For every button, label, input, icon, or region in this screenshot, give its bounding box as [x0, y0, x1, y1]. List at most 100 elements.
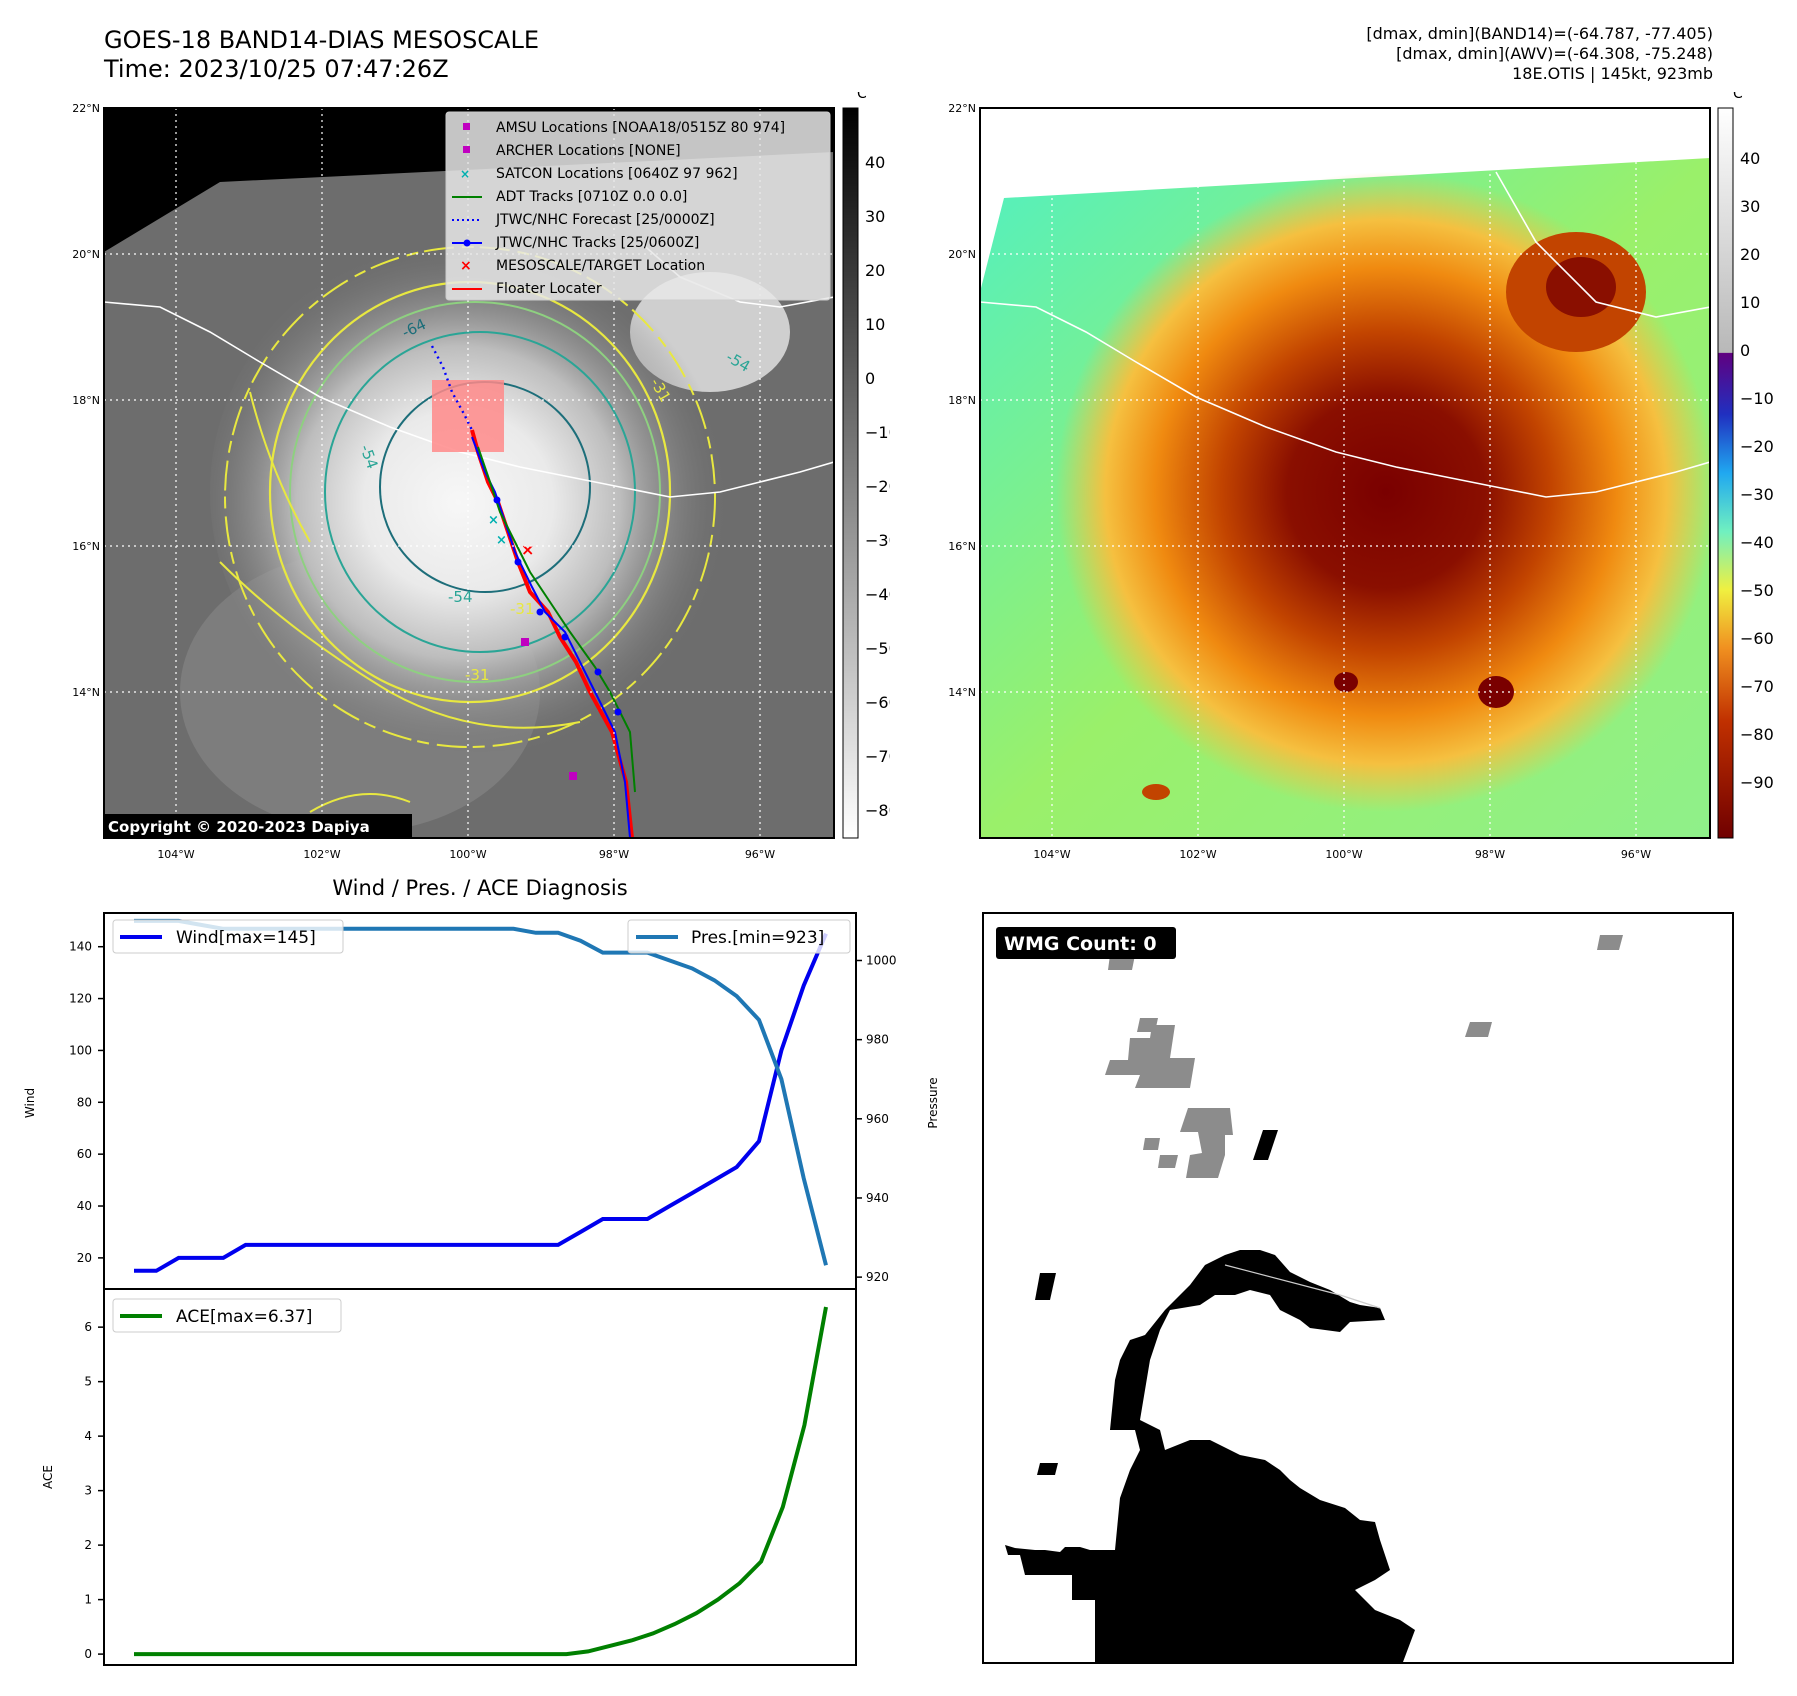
ir-legend: AMSU Locations [NOAA18/0515Z 80 974] ARC… — [452, 120, 785, 297]
legend-adt: ADT Tracks [0710Z 0.0 0.0] — [496, 189, 687, 205]
awv-cbar-m30: −30 — [1740, 485, 1774, 504]
pressure-tick-label: 940 — [866, 1191, 889, 1205]
svg-text:×: × — [460, 167, 470, 181]
contour-label-7: -54 — [448, 588, 473, 606]
ace-ticks: 0 1 2 3 4 5 6 — [84, 1320, 104, 1661]
wind-tick-label: 40 — [77, 1199, 92, 1213]
wind-tick-label: 140 — [69, 940, 92, 954]
awv-cbar-m10: −10 — [1740, 389, 1774, 408]
wind-tick-label: 80 — [77, 1095, 92, 1109]
awv-lon-98: 98°W — [1475, 848, 1505, 861]
pressure-tick-label: 980 — [866, 1033, 889, 1047]
ir-lon-98: 98°W — [599, 848, 629, 861]
contour-label-5: -31 — [510, 600, 535, 618]
wind-tick-label: 120 — [69, 992, 92, 1006]
awv-cbar-m20: −20 — [1740, 437, 1774, 456]
pressure-series-line — [134, 918, 828, 1266]
ir-cbar-30: 30 — [865, 207, 885, 226]
legend-mesoscale: MESOSCALE/TARGET Location — [496, 258, 705, 274]
ir-cbar-10: 10 — [865, 315, 885, 334]
ir-lat-20: 20°N — [72, 248, 100, 261]
ir-coastline — [104, 301, 834, 498]
wmg-panel: WMG Count: 0 — [982, 912, 1734, 1664]
awv-map-frame — [979, 107, 1711, 839]
awv-lat-16: 16°N — [948, 540, 976, 553]
ace-legend-label: ACE[max=6.37] — [176, 1307, 312, 1327]
ir-lat-22: 22°N — [72, 102, 100, 115]
wind-legend — [112, 919, 344, 954]
ace-tick-label: 5 — [84, 1375, 92, 1389]
amsu-marker — [521, 638, 529, 646]
ir-cbar-40: 40 — [865, 153, 885, 172]
wind-ticks: 20 40 60 80 100 120 140 — [69, 940, 104, 1265]
ir-lon-96: 96°W — [745, 848, 775, 861]
pressure-tick-label: 1000 — [866, 953, 897, 967]
ir-cbar-m30: −30 — [865, 531, 890, 550]
awv-map-panel: 22°N 20°N 18°N 16°N 14°N 104°W 102°W 100… — [948, 92, 1774, 861]
ir-lat-16: 16°N — [72, 540, 100, 553]
diagnosis-title: Wind / Pres. / ACE Diagnosis — [332, 876, 627, 900]
ir-colorbar-unit: °C — [850, 92, 867, 102]
wind-tick-label: 60 — [77, 1147, 92, 1161]
ir-legend-box — [445, 111, 831, 301]
pressure-legend-label: Pres.[min=923] — [691, 928, 824, 948]
awv-lat-18: 18°N — [948, 394, 976, 407]
title-line-1: GOES-18 BAND14-DIAS MESOSCALE — [104, 26, 540, 54]
awv-cbar-m70: −70 — [1740, 677, 1774, 696]
legend-archer: ARCHER Locations [NONE] — [496, 143, 681, 159]
awv-cbar-30: 30 — [1740, 197, 1760, 216]
awv-lat-14: 14°N — [948, 686, 976, 699]
awv-cbar-m80: −80 — [1740, 725, 1774, 744]
ir-lon-102: 102°W — [303, 848, 340, 861]
ace-axis-label: ACE — [41, 1465, 55, 1489]
wind-tick-label: 100 — [69, 1043, 92, 1057]
awv-lon-100: 100°W — [1325, 848, 1362, 861]
awv-cbar-40: 40 — [1740, 149, 1760, 168]
awv-cbar-0: 0 — [1740, 341, 1750, 360]
awv-colorbar-unit: °C — [1726, 92, 1743, 102]
awv-cbar-10: 10 — [1740, 293, 1760, 312]
wind-pres-frame — [103, 912, 857, 1290]
ace-frame — [103, 1288, 857, 1666]
ir-cbar-m60: −60 — [865, 693, 890, 712]
ir-cbar-m80: −80 — [865, 801, 890, 820]
ace-tick-label: 6 — [84, 1320, 92, 1334]
awv-lat-20: 20°N — [948, 248, 976, 261]
ir-storm-cloud — [210, 232, 750, 752]
pressure-tick-label: 920 — [866, 1270, 889, 1284]
awv-lon-104: 104°W — [1033, 848, 1070, 861]
awv-colorbar — [1717, 107, 1734, 839]
legend-amsu: AMSU Locations [NOAA18/0515Z 80 974] — [496, 120, 785, 136]
ir-lon-100: 100°W — [449, 848, 486, 861]
ace-legend — [112, 1298, 342, 1333]
legend-jtwc-forecast: JTWC/NHC Forecast [25/0000Z] — [495, 212, 715, 228]
awv-cbar-m60: −60 — [1740, 629, 1774, 648]
wind-axis-label: Wind — [23, 1088, 37, 1118]
pressure-ticks: 920 940 960 980 1000 — [856, 953, 897, 1284]
ir-cbar-m40: −40 — [865, 585, 890, 604]
legend-satcon: SATCON Locations [0640Z 97 962] — [496, 166, 738, 182]
awv-cbar-m40: −40 — [1740, 533, 1774, 552]
wind-legend-label: Wind[max=145] — [176, 928, 316, 948]
svg-text:×: × — [496, 533, 507, 548]
pressure-axis-label: Pressure — [926, 1077, 940, 1128]
awv-gridlines — [980, 108, 1710, 838]
ir-cbar-m50: −50 — [865, 639, 890, 658]
wmg-count-label: WMG Count: 0 — [1004, 933, 1157, 955]
pressure-legend — [627, 919, 851, 954]
ir-lat-18: 18°N — [72, 394, 100, 407]
contour-label-6: -31 — [465, 666, 490, 684]
awv-lon-102: 102°W — [1179, 848, 1216, 861]
awv-coastline — [980, 301, 1710, 498]
wind-series-line — [134, 932, 828, 1273]
legend-jtwc-tracks: JTWC/NHC Tracks [25/0600Z] — [495, 235, 699, 251]
wind-tick-label: 20 — [77, 1251, 92, 1265]
wmg-black-cells — [1005, 1130, 1415, 1663]
svg-text:×: × — [488, 513, 499, 528]
title-line-2: Time: 2023/10/25 07:47:26Z — [104, 55, 449, 83]
ace-tick-label: 2 — [84, 1538, 92, 1552]
ir-map-panel: -64 -54 -54 -31 -31 -31 -54 × × × 2 — [72, 92, 890, 861]
stats-header: [dmax, dmin](BAND14)=(-64.787, -77.405) … — [1366, 24, 1713, 84]
awv-cbar-m90: −90 — [1740, 773, 1774, 792]
svg-text:×: × — [460, 258, 472, 274]
